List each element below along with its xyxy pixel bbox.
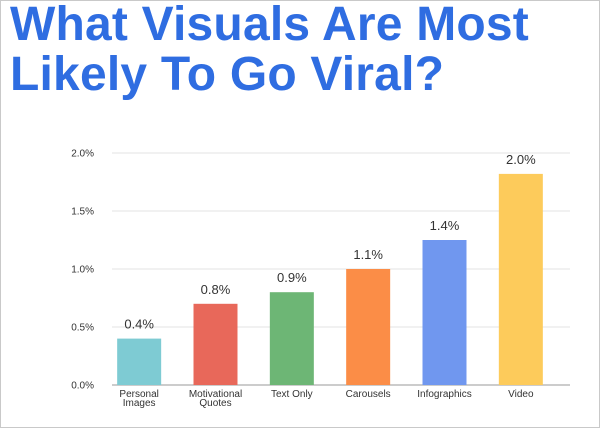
x-category-label: Video bbox=[508, 389, 534, 400]
x-category-label: Quotes bbox=[199, 398, 231, 409]
bar bbox=[498, 173, 543, 385]
bar-value-label: 0.4% bbox=[124, 317, 154, 332]
bar bbox=[117, 338, 162, 385]
bar bbox=[346, 269, 391, 385]
gridlines bbox=[112, 152, 570, 386]
y-tick-label: 1.5% bbox=[71, 207, 94, 218]
y-tick-label: 2.0% bbox=[71, 149, 94, 160]
bars bbox=[117, 173, 543, 385]
bar-value-label: 1.4% bbox=[430, 218, 460, 233]
bar-value-label: 0.9% bbox=[277, 270, 307, 285]
chart-title-line-2: Likely To Go Viral? bbox=[10, 48, 445, 101]
bar bbox=[269, 292, 314, 385]
x-category-label: Images bbox=[123, 398, 156, 409]
data-labels: 0.4% 0.8% 0.9% 1.1% 1.4% 2.0% bbox=[124, 152, 536, 332]
chart-title-line-1: What Visuals Are Most bbox=[10, 0, 529, 51]
bar-value-label: 1.1% bbox=[353, 247, 383, 262]
y-tick-label: 0.5% bbox=[71, 323, 94, 334]
y-tick-label: 1.0% bbox=[71, 265, 94, 276]
bar-value-label: 0.8% bbox=[201, 282, 231, 297]
bar bbox=[193, 303, 238, 385]
x-category-label: Personal bbox=[119, 389, 158, 400]
x-category-label: Motivational bbox=[189, 389, 242, 400]
y-axis-ticks: 0.0% 0.5% 1.0% 1.5% 2.0% bbox=[71, 149, 94, 392]
x-category-label: Carousels bbox=[346, 389, 391, 400]
bar-value-label: 2.0% bbox=[506, 152, 536, 167]
x-category-label: Text Only bbox=[271, 389, 313, 400]
chart-title: What Visuals Are Most Likely To Go Viral… bbox=[10, 0, 529, 100]
bar bbox=[422, 240, 467, 385]
x-category-label: Infographics bbox=[417, 389, 471, 400]
y-tick-label: 0.0% bbox=[71, 381, 94, 392]
